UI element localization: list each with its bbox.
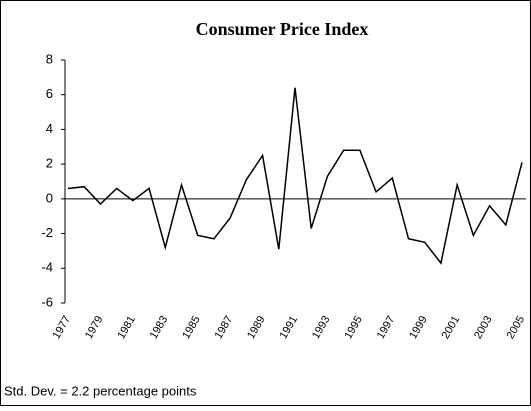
y-tick-label: 8 bbox=[46, 51, 53, 66]
y-tick-label: 4 bbox=[46, 121, 53, 136]
data-line bbox=[67, 87, 523, 265]
note: Std. Dev. = 2.2 percentage points bbox=[4, 383, 197, 398]
y-tick-label: -4 bbox=[41, 260, 53, 275]
y-tick-label: -2 bbox=[41, 225, 53, 240]
chart-title: Consumer Price Index bbox=[196, 19, 369, 39]
y-tick-label: 2 bbox=[46, 156, 53, 171]
y-tick-label: -6 bbox=[41, 294, 53, 309]
y-tick-label: 6 bbox=[46, 86, 53, 101]
y-tick-label: 0 bbox=[46, 190, 53, 205]
